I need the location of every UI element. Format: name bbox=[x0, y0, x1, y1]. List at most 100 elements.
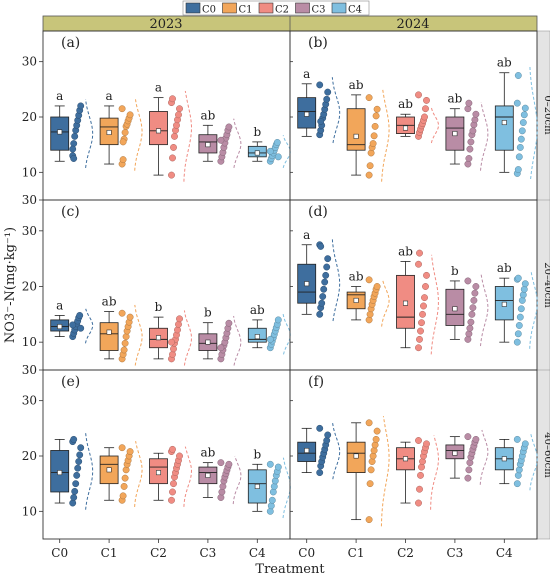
x-tick-label: C0 bbox=[51, 546, 68, 560]
box-c2: ab bbox=[396, 91, 440, 144]
mean-marker bbox=[501, 120, 507, 126]
significance-letter: a bbox=[303, 67, 310, 81]
box-c3: b bbox=[445, 264, 489, 347]
density-curve bbox=[479, 429, 489, 485]
panel-c: 10 20 30 30 (c) a ab b b ab bbox=[22, 193, 291, 371]
panel-label: (c) bbox=[61, 204, 80, 220]
mean-marker bbox=[254, 483, 260, 489]
mean-marker bbox=[57, 324, 63, 330]
data-point bbox=[319, 293, 327, 300]
data-point bbox=[323, 95, 331, 103]
mean-marker bbox=[106, 467, 112, 473]
panel-f: (f) C0 C1 C2 C3 C4 bbox=[289, 369, 538, 560]
data-point bbox=[174, 326, 181, 334]
data-point bbox=[169, 95, 176, 103]
data-point bbox=[469, 127, 477, 135]
box-c1: C1 bbox=[99, 441, 143, 560]
data-point bbox=[121, 339, 129, 347]
mean-marker bbox=[402, 300, 408, 306]
data-point bbox=[70, 494, 78, 501]
mean-marker bbox=[205, 142, 211, 148]
box-c1: ab bbox=[346, 270, 390, 327]
legend: C0 C1 C2 C3 C4 bbox=[182, 0, 370, 16]
data-point bbox=[316, 424, 324, 432]
density-curve bbox=[232, 455, 242, 505]
density-curve bbox=[380, 416, 390, 527]
y-axis-label: NO3⁻-N(mg·kg⁻¹) bbox=[3, 227, 18, 343]
box-c3: ab C3 bbox=[198, 446, 242, 560]
data-point bbox=[514, 274, 522, 282]
significance-letter: ab bbox=[497, 56, 512, 70]
mean-marker bbox=[402, 456, 408, 462]
density-curve bbox=[134, 99, 143, 171]
depth-strip: 0–20cm 20–40cm 40–60cm bbox=[536, 30, 550, 540]
significance-letter: ab bbox=[250, 303, 265, 317]
density-curve bbox=[85, 99, 94, 168]
data-point bbox=[418, 319, 425, 327]
x-tick-label: C4 bbox=[249, 546, 266, 560]
density-curve bbox=[430, 435, 440, 510]
legend-swatch-c3 bbox=[295, 2, 310, 14]
significance-letter: a bbox=[56, 298, 63, 312]
density-curve bbox=[282, 313, 291, 355]
data-point bbox=[170, 143, 177, 151]
data-point bbox=[515, 153, 523, 161]
data-point bbox=[365, 94, 373, 102]
data-point bbox=[372, 435, 380, 443]
data-point bbox=[316, 469, 324, 477]
mean-marker bbox=[106, 329, 112, 335]
data-point bbox=[520, 111, 528, 119]
data-point bbox=[416, 249, 423, 257]
data-point bbox=[317, 242, 325, 250]
data-point bbox=[517, 135, 525, 143]
data-point bbox=[513, 99, 521, 107]
data-point bbox=[464, 277, 472, 285]
data-point bbox=[469, 304, 477, 312]
x-tick-label: C1 bbox=[101, 546, 118, 560]
data-point bbox=[465, 99, 473, 107]
data-point bbox=[465, 466, 473, 474]
y-tick-label: 20 bbox=[22, 449, 37, 463]
data-point bbox=[273, 139, 281, 146]
mean-marker bbox=[57, 470, 63, 476]
significance-letter: b bbox=[451, 264, 459, 278]
data-point bbox=[318, 299, 326, 307]
box-c0: C0 bbox=[297, 421, 341, 560]
significance-letter: a bbox=[303, 228, 310, 242]
data-point bbox=[415, 344, 422, 352]
data-point bbox=[422, 105, 429, 113]
data-point bbox=[118, 105, 126, 113]
y-tick-label: 30 bbox=[22, 193, 37, 207]
data-point bbox=[119, 138, 127, 146]
panel-d: (d) a ab ab b ab bbox=[289, 199, 538, 371]
significance-letter: ab bbox=[497, 261, 512, 275]
data-point bbox=[266, 335, 274, 343]
data-point bbox=[72, 480, 80, 488]
data-point bbox=[520, 285, 528, 293]
panel-label: (b) bbox=[308, 35, 328, 51]
data-point bbox=[515, 322, 523, 329]
data-point bbox=[324, 431, 332, 439]
data-point bbox=[69, 321, 77, 329]
significance-letter: a bbox=[155, 81, 162, 95]
mean-marker bbox=[205, 472, 211, 478]
data-point bbox=[169, 488, 176, 496]
data-point bbox=[69, 145, 77, 153]
box-c2: C2 bbox=[149, 445, 193, 560]
density-curve bbox=[183, 446, 193, 507]
y-tick-label: 30 bbox=[22, 394, 37, 408]
significance-letter: ab bbox=[349, 78, 364, 92]
significance-letter: b bbox=[253, 447, 261, 461]
box-c3: ab bbox=[445, 92, 489, 171]
data-point bbox=[169, 350, 176, 358]
data-point bbox=[77, 324, 85, 332]
data-point bbox=[420, 302, 427, 310]
data-point bbox=[225, 319, 233, 327]
box-iqr bbox=[149, 111, 168, 146]
data-point bbox=[217, 459, 225, 467]
density-curve bbox=[134, 304, 143, 366]
box-c3: b bbox=[198, 306, 242, 366]
legend-swatch-c4 bbox=[331, 2, 347, 14]
data-point bbox=[373, 427, 381, 435]
